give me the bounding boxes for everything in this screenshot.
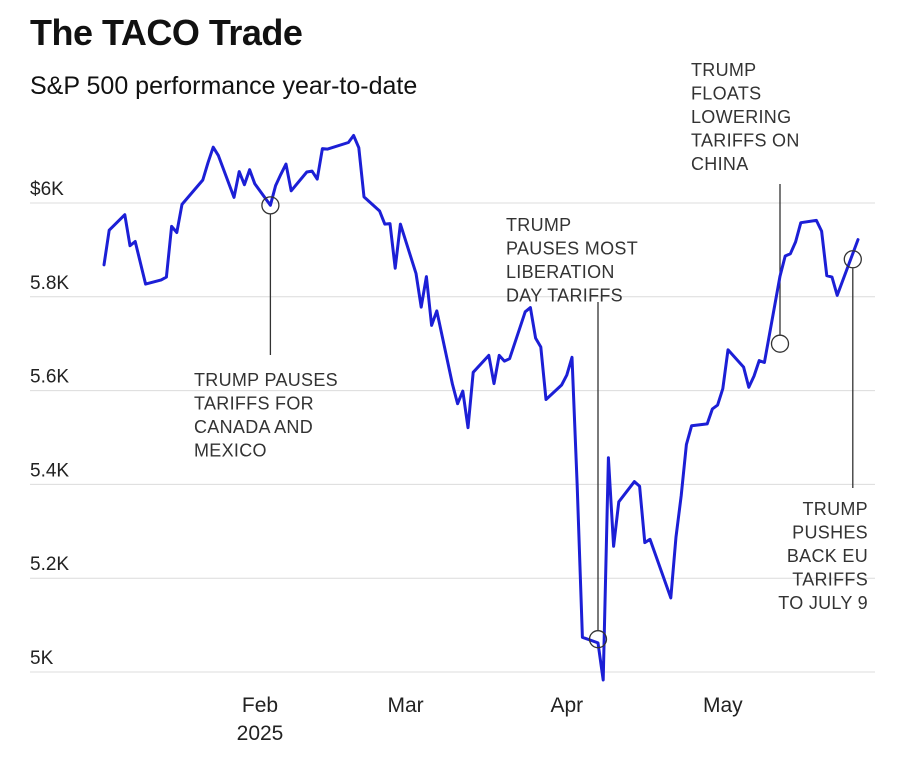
- annotation-marker: [843, 250, 862, 269]
- x-tick-label: Feb: [242, 694, 278, 717]
- x-tick-label: Mar: [388, 694, 424, 717]
- annotation-text: FLOATS: [691, 84, 761, 104]
- annotation-text: BACK EU: [787, 546, 868, 566]
- annotation-text: CHINA: [691, 154, 749, 174]
- annotation-text: LIBERATION: [506, 262, 615, 282]
- annotation-text: TARIFFS FOR: [194, 394, 314, 414]
- y-tick-label: 5.2K: [30, 554, 69, 575]
- y-tick-label: 5.6K: [30, 367, 69, 388]
- annotation-text: TRUMP: [506, 215, 572, 235]
- chart-subtitle: S&P 500 performance year-to-date: [30, 72, 418, 100]
- annotation-marker: [261, 196, 280, 215]
- annotation-text: TRUMP: [691, 60, 757, 80]
- annotation-text: TARIFFS ON: [691, 131, 800, 151]
- annotation-text: TARIFFS: [792, 570, 868, 590]
- annotation-marker: [770, 334, 790, 353]
- annotation-text: TRUMP: [803, 499, 869, 519]
- annotation-text: TO JULY 9: [778, 593, 868, 613]
- annotation-text: LOWERING: [691, 107, 791, 127]
- x-tick-label: May: [703, 694, 743, 717]
- annotation-text: MEXICO: [194, 441, 267, 461]
- y-tick-label: 5.8K: [30, 273, 69, 294]
- y-tick-label: 5.4K: [30, 460, 69, 481]
- annotation-text: DAY TARIFFS: [506, 286, 623, 306]
- x-tick-sublabel: 2025: [237, 722, 284, 745]
- annotation-text: PUSHES: [792, 523, 868, 543]
- chart-title: The TACO Trade: [30, 12, 303, 53]
- annotation-text: CANADA AND: [194, 417, 313, 437]
- annotation-text: TRUMP PAUSES: [194, 370, 338, 390]
- x-tick-label: Apr: [550, 694, 583, 717]
- annotation-text: PAUSES MOST: [506, 239, 638, 259]
- annotation-marker: [588, 630, 608, 649]
- y-tick-label: $6K: [30, 179, 64, 200]
- series-line-sp500: [102, 134, 860, 682]
- y-tick-label: 5K: [30, 648, 54, 669]
